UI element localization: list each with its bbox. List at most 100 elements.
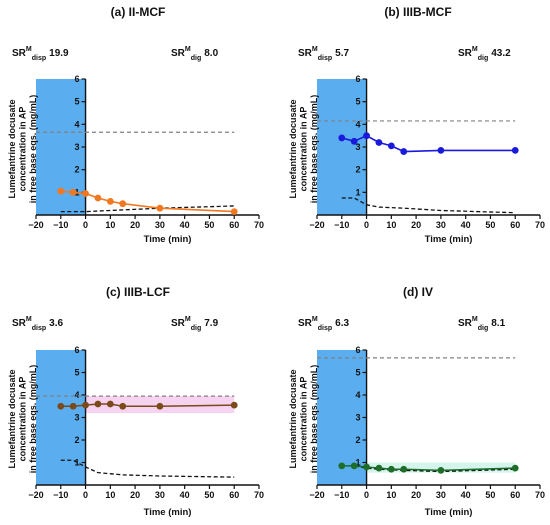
y-tick-label: 4 (75, 119, 80, 129)
data-point (82, 190, 89, 197)
sr-label-sr_disp: SRMdisp 3.6 (12, 316, 63, 332)
y-tick-label: 6 (75, 74, 80, 84)
sr-superscript: M (312, 316, 318, 323)
y-tick-label: 2 (356, 435, 361, 445)
data-point (375, 139, 383, 146)
x-tick-label: 20 (130, 220, 140, 230)
x-tick-label: 70 (254, 220, 264, 230)
data-point (350, 137, 358, 145)
y-axis-label-line: in free base eqs. (mg/mL) (309, 95, 319, 204)
sr-symbol: SR (458, 318, 473, 329)
data-point (511, 464, 519, 472)
y-tick-label: 6 (75, 345, 80, 355)
sr-value: 6.3 (335, 318, 349, 329)
y-tick-label: 4 (356, 119, 361, 129)
x-tick-label: 20 (130, 490, 140, 500)
sr-symbol: SR (12, 318, 27, 329)
sr-symbol: SR (171, 48, 186, 59)
sr-value: 3.6 (49, 318, 63, 329)
y-tick-label: 2 (75, 435, 80, 445)
y-tick-label: 6 (356, 345, 361, 355)
sr-subscript: disp (318, 55, 332, 62)
x-tick-label: 30 (436, 490, 446, 500)
x-tick-label: 40 (461, 490, 471, 500)
data-point (57, 187, 65, 195)
data-point (82, 401, 89, 409)
sr-label-sr_dig: SRMdig 43.2 (458, 46, 511, 62)
x-tick-label: 50 (204, 220, 214, 230)
y-tick-label: 2 (75, 165, 80, 175)
sr-subscript: dig (191, 325, 202, 332)
sr-label-sr_disp: SRMdisp 5.7 (298, 46, 349, 62)
y-tick-label: 3 (356, 413, 361, 423)
sr-value: 19.9 (49, 48, 69, 59)
reference-line-black (60, 459, 235, 478)
y-axis-label: Lumefantrine docusateconcentration in AP… (288, 95, 319, 204)
sr-subscript: dig (191, 55, 202, 62)
sr-value: 7.9 (204, 318, 218, 329)
x-tick-label: −10 (53, 490, 68, 500)
x-tick-label: 40 (180, 220, 190, 230)
x-tick-label: 60 (510, 490, 520, 500)
data-point (350, 462, 358, 470)
gastric-phase-shade (317, 79, 367, 215)
data-point (69, 402, 77, 410)
y-tick-label: 5 (75, 97, 80, 107)
x-tick-label: 0 (83, 490, 88, 500)
data-point (94, 194, 102, 202)
x-tick-label: 50 (204, 490, 214, 500)
x-tick-label: 50 (485, 220, 495, 230)
y-axis-label: Lumefantrine docusateconcentration in AP… (7, 365, 38, 474)
y-tick-label: 3 (356, 142, 361, 152)
x-tick-label: 0 (83, 220, 88, 230)
sr-value: 43.2 (491, 48, 511, 59)
data-point (375, 464, 383, 472)
gastric-phase-shade (36, 350, 86, 485)
data-point (437, 466, 445, 474)
sr-symbol: SR (298, 318, 313, 329)
data-point (387, 142, 395, 150)
data-point (94, 400, 102, 408)
x-tick-label: 70 (535, 220, 545, 230)
x-tick-label: 40 (461, 220, 471, 230)
x-tick-label: −20 (309, 490, 324, 500)
data-point (119, 200, 127, 208)
sr-label-sr_disp: SRMdisp 19.9 (12, 46, 69, 62)
y-axis-label-line: Lumefantrine docusate (7, 369, 17, 468)
sr-symbol: SR (458, 48, 473, 59)
y-tick-label: 2 (356, 165, 361, 175)
y-axis-label: Lumefantrine docusateconcentration in AP… (7, 95, 38, 204)
data-point (338, 134, 346, 142)
sr-label-sr_dig: SRMdig 8.0 (171, 46, 219, 62)
y-axis-label-line: Lumefantrine docusate (288, 99, 298, 198)
data-point (57, 402, 65, 410)
y-tick-label: 5 (75, 368, 80, 378)
y-tick-label: 3 (75, 413, 80, 423)
x-tick-label: 10 (386, 220, 396, 230)
x-tick-label: 30 (436, 220, 446, 230)
sr-symbol: SR (171, 318, 186, 329)
x-tick-label: 0 (364, 220, 369, 230)
x-tick-label: −20 (309, 220, 324, 230)
x-tick-label: −10 (53, 220, 68, 230)
sr-subscript: disp (318, 325, 332, 332)
data-point (119, 402, 127, 410)
data-point (230, 208, 238, 216)
y-tick-label: 1 (356, 187, 361, 197)
x-tick-label: 60 (229, 220, 239, 230)
y-axis-label-line: Lumefantrine docusate (288, 369, 298, 468)
x-tick-label: 10 (105, 220, 115, 230)
x-tick-label: 10 (386, 490, 396, 500)
x-axis-label: Time (min) (425, 234, 473, 245)
y-axis-label-line: concentration in AP (18, 377, 28, 462)
data-point (338, 462, 346, 470)
reference-line-black (60, 205, 235, 213)
sr-superscript: M (472, 316, 478, 323)
x-tick-label: −10 (334, 220, 349, 230)
data-point (387, 465, 395, 473)
x-tick-label: 60 (229, 490, 239, 500)
